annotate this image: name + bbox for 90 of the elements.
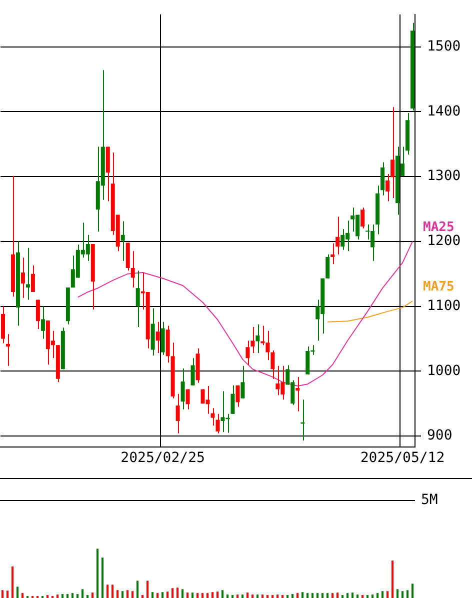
bar	[316, 593, 318, 598]
bar	[202, 593, 204, 598]
y-tick-label: 1400	[427, 103, 461, 120]
bar	[92, 592, 94, 598]
bar	[172, 588, 174, 598]
bar	[162, 592, 164, 598]
bar	[136, 580, 138, 598]
x-tick-label: 2025/02/25	[120, 450, 205, 466]
bar	[402, 591, 404, 598]
bar	[6, 590, 8, 598]
bar	[406, 590, 408, 598]
bar	[302, 592, 304, 598]
bar	[346, 593, 348, 598]
y-tick-label: 1300	[427, 168, 461, 184]
bar	[12, 566, 14, 598]
bar	[216, 592, 218, 598]
y-tick-label: 900	[427, 428, 452, 444]
bar	[376, 593, 378, 598]
bar	[46, 595, 48, 598]
series-label: MA75	[423, 279, 454, 294]
bar	[182, 589, 184, 598]
bar	[236, 594, 238, 598]
bar	[356, 594, 358, 598]
bar	[16, 586, 18, 598]
bar	[312, 593, 314, 598]
bar	[286, 595, 288, 598]
bar	[86, 595, 88, 598]
x-tick-label: 2025/05/12	[360, 450, 445, 466]
y-tick-label: 1500	[427, 38, 461, 54]
bar	[22, 593, 24, 598]
bar	[206, 593, 208, 598]
bar	[66, 594, 68, 598]
bar	[342, 595, 344, 598]
bar	[116, 590, 118, 598]
y-tick-label: 1000	[427, 362, 461, 379]
bar	[296, 593, 298, 598]
bar	[176, 588, 178, 598]
bar	[166, 592, 168, 598]
bar	[232, 595, 234, 598]
bar	[196, 593, 198, 598]
bar	[336, 592, 338, 598]
bar	[102, 558, 104, 598]
bar	[282, 595, 284, 598]
bar	[72, 593, 74, 598]
bar	[266, 595, 268, 598]
bar	[396, 589, 398, 598]
bar	[242, 594, 244, 598]
bar	[262, 594, 264, 598]
bar	[82, 589, 84, 598]
bar	[106, 584, 108, 598]
bar	[292, 594, 294, 598]
bar	[76, 594, 78, 598]
bar	[366, 595, 368, 598]
bar	[152, 592, 154, 598]
bar	[306, 593, 308, 598]
bar	[156, 593, 158, 598]
bar	[412, 584, 414, 598]
bar	[372, 594, 374, 598]
bar	[96, 548, 98, 598]
bar	[56, 594, 58, 598]
bar	[392, 560, 394, 598]
bar	[226, 594, 228, 598]
bar	[146, 580, 148, 598]
bar	[276, 594, 278, 598]
y-tick-label: 1100	[427, 298, 461, 314]
bar	[322, 593, 324, 598]
bar	[212, 592, 214, 598]
bar	[222, 590, 224, 598]
bar	[62, 594, 64, 598]
bar	[186, 592, 188, 598]
bar	[192, 592, 194, 598]
bar	[112, 584, 114, 598]
bar	[2, 590, 4, 598]
bar	[332, 593, 334, 598]
bar	[326, 593, 328, 598]
bar	[246, 592, 248, 598]
bar	[142, 595, 144, 598]
bar	[122, 591, 124, 598]
bar	[382, 591, 384, 598]
ref-line-label: 5M	[421, 492, 438, 508]
series-label: MA25	[423, 220, 454, 235]
bar	[126, 590, 128, 598]
y-tick-label: 1200	[427, 233, 461, 250]
bar	[252, 594, 254, 598]
bar	[272, 595, 274, 598]
bar	[362, 595, 364, 598]
bar	[256, 594, 258, 598]
bar	[386, 591, 388, 598]
bar	[352, 592, 354, 598]
bar	[132, 591, 134, 598]
